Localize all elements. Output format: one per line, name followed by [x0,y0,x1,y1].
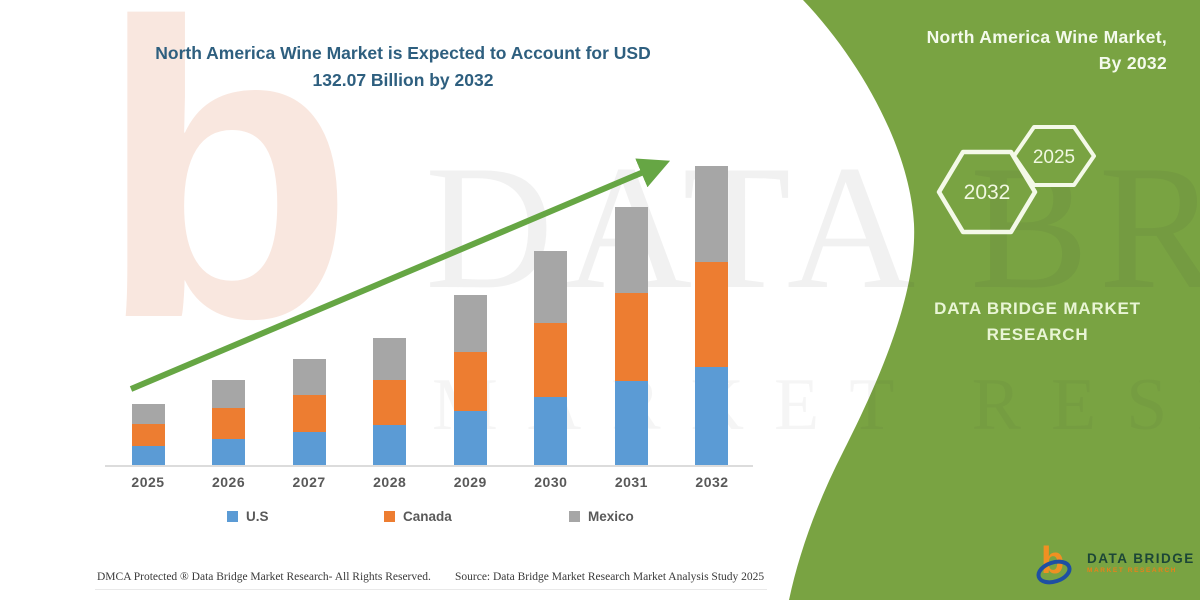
legend-label: Mexico [588,509,634,524]
x-axis-line [105,465,753,467]
hexagon-badges: 2032 2025 [936,125,1096,235]
hexagon-2032: 2032 [936,149,1038,235]
bar-segment-canada-2029 [453,351,487,411]
legend-swatch-icon [227,511,238,522]
bar-segment-mexico-2028 [373,337,407,380]
footer-divider [95,589,767,590]
footer-logo: b DATA BRIDGE MARKET RESEARCH [1033,540,1195,586]
footer-dmca-text: DMCA Protected ® Data Bridge Market Rese… [97,571,431,583]
hexagon-2032-label: 2032 [964,181,1011,204]
chart-title: North America Wine Market is Expected to… [88,40,718,94]
bar-segment-us-2032 [695,366,729,465]
bar-segment-canada-2031 [614,293,648,381]
x-axis-label-2030: 2030 [534,474,568,490]
footer-source-text: Source: Data Bridge Market Research Mark… [455,571,765,583]
bar-segment-us-2025 [131,445,165,465]
brand-wordmark: DATA BRIDGE MARKET RESEARCH [905,296,1170,349]
bar-segment-us-2028 [373,424,407,465]
bar-segment-us-2031 [614,380,648,465]
bar-segment-canada-2030 [534,322,568,397]
x-axis-label-2028: 2028 [373,474,407,490]
hexagon-2025-label: 2025 [1033,147,1075,168]
bar-segment-canada-2028 [373,379,407,425]
bar-segment-us-2029 [453,410,487,465]
bar-segment-mexico-2031 [614,207,648,294]
bar-segment-canada-2025 [131,423,165,446]
legend-label: U.S [246,509,269,524]
x-axis-label-2026: 2026 [211,474,246,490]
bar-2031 [614,207,648,465]
bar-2027 [292,358,326,465]
brand-wordmark-line1: DATA BRIDGE MARKET [934,299,1141,318]
bar-2026 [212,379,246,465]
panel-title-line2: By 2032 [1098,53,1167,74]
bar-2032 [695,166,729,465]
x-axis-label-2032: 2032 [695,474,729,490]
legend-item-mexico: Mexico [569,509,634,524]
stacked-bar-chart: 2025 2026 2027 2028 2029 2030 2031 2032 [95,150,765,510]
bar-segment-mexico-2029 [453,294,487,352]
legend-swatch-icon [569,511,580,522]
bar-segment-us-2026 [212,438,246,465]
legend: U.S Canada Mexico [95,509,765,535]
bar-segment-canada-2032 [695,262,729,367]
x-axis-label-2025: 2025 [131,474,165,490]
logo-name: DATA BRIDGE [1087,550,1195,566]
bar-segment-mexico-2027 [292,358,326,395]
hexagon-2025: 2025 [1012,125,1096,187]
legend-label: Canada [403,509,452,524]
bar-2029 [453,294,487,465]
x-axis-label-2031: 2031 [614,474,648,490]
chart-title-line2: 132.07 Billion by 2032 [312,70,494,91]
bar-segment-mexico-2025 [131,403,165,424]
bar-2028 [373,337,407,465]
x-axis-label-2029: 2029 [453,474,487,490]
logo-tagline: MARKET RESEARCH [1087,567,1178,574]
bar-segment-canada-2027 [292,394,326,432]
bar-segment-us-2030 [534,396,568,465]
bar-segment-us-2027 [292,431,326,465]
chart-title-line1: North America Wine Market is Expected to… [155,43,651,63]
panel-title-line1: North America Wine Market, [926,27,1167,47]
bar-segment-mexico-2026 [212,379,246,408]
bar-segment-canada-2026 [212,407,246,439]
legend-item-canada: Canada [384,509,452,524]
x-axis-label-2027: 2027 [292,474,326,490]
legend-swatch-icon [384,511,395,522]
bar-segment-mexico-2032 [695,166,729,263]
panel-title: North America Wine Market, By 2032 [927,24,1167,77]
legend-item-us: U.S [227,509,269,524]
bar-2030 [534,251,568,465]
brand-wordmark-line2: RESEARCH [986,325,1089,345]
bar-2025 [131,403,165,465]
data-bridge-logo-icon: b [1036,540,1072,585]
bar-segment-mexico-2030 [534,251,568,323]
